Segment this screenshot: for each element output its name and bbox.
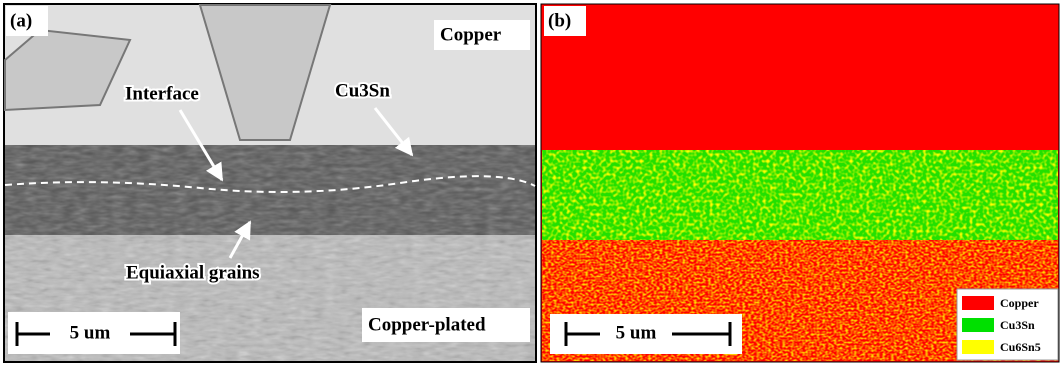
legend-swatch [962,340,994,354]
panel-label: (b) [548,10,571,31]
panel-a: (a) Copper Interface Cu3Sn Equiaxial gra… [4,4,536,362]
legend-label: Cu3Sn [1000,318,1035,332]
legend-entries: Copper Cu3Sn Cu6Sn5 [962,296,1041,354]
scale-label: 5 um [70,322,111,343]
grain-texture [5,145,535,235]
annotation: Cu3Sn [335,80,390,101]
annotation: Copper-plated [368,314,486,335]
legend-swatch [962,318,994,332]
legend-label: Cu6Sn5 [1000,340,1041,354]
panel-b: (b) 5 um Copper Cu3Sn Cu6Sn5 [541,4,1059,362]
figure: (a) Copper Interface Cu3Sn Equiaxial gra… [0,0,1063,367]
panel-label: (a) [10,10,32,31]
scale-label: 5 um [616,322,657,343]
legend-label: Copper [1000,296,1039,310]
annotation: Equiaxial grains [126,262,260,283]
cu6sn5-speckle [542,150,1058,240]
annotation: Copper [440,24,502,45]
annotation: Interface [125,83,199,104]
legend-swatch [962,296,994,310]
